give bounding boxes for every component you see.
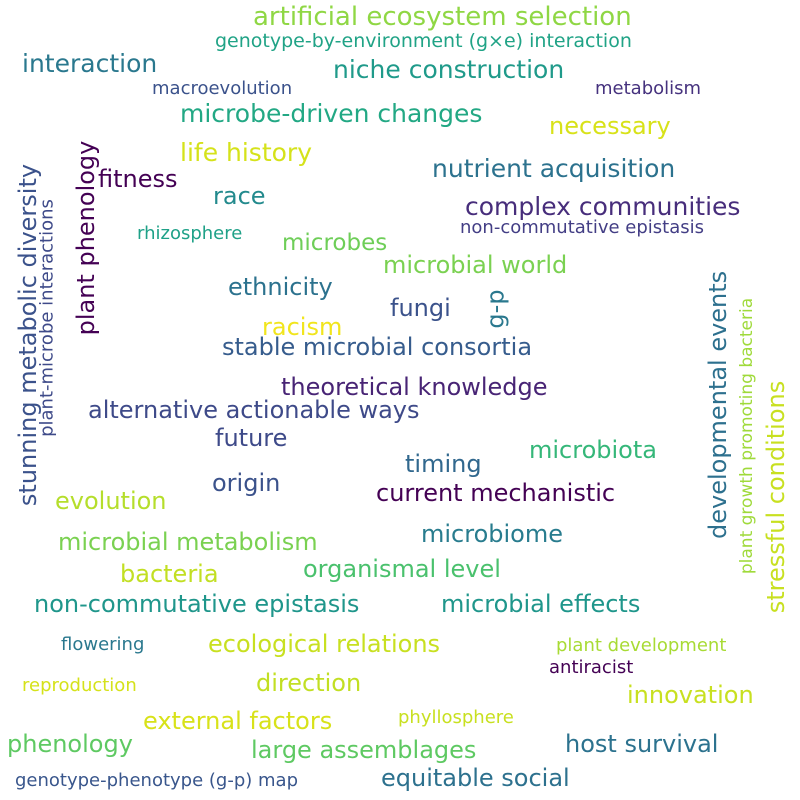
word: macroevolution: [152, 78, 293, 99]
word: ecological relations: [208, 630, 441, 658]
word: stable microbial consortia: [222, 333, 533, 361]
word: host survival: [565, 730, 719, 758]
word: microbe-driven changes: [180, 99, 483, 128]
word: antiracist: [549, 657, 634, 678]
word: microbiome: [421, 520, 563, 548]
word: microbiota: [529, 436, 657, 464]
word: plant growth promoting bacteria: [737, 297, 757, 575]
word: metabolism: [595, 78, 702, 99]
word: interaction: [22, 49, 158, 78]
word: ethnicity: [228, 273, 333, 301]
word: racism: [262, 313, 343, 341]
word: theoretical knowledge: [281, 373, 548, 401]
word: g-p: [481, 289, 510, 329]
word: alternative actionable ways: [88, 396, 420, 424]
word: developmental events: [704, 270, 732, 539]
word: microbial world: [383, 251, 568, 279]
word: nutrient acquisition: [432, 154, 676, 183]
word: microbial metabolism: [58, 528, 318, 556]
word: evolution: [55, 487, 167, 515]
word: microbial effects: [441, 590, 641, 618]
word: rhizosphere: [137, 223, 243, 244]
word: current mechanistic: [376, 479, 616, 507]
word: microbes: [282, 230, 388, 256]
word: phyllosphere: [398, 707, 514, 728]
word: non-commutative epistasis: [460, 217, 705, 238]
word: genotype-phenotype (g-p) map: [15, 770, 298, 791]
word: necessary: [549, 112, 671, 140]
word: origin: [212, 469, 281, 497]
word: timing: [405, 450, 482, 478]
word: large assemblages: [251, 736, 477, 764]
word: innovation: [627, 681, 754, 709]
word: reproduction: [22, 675, 137, 696]
word: life history: [180, 138, 313, 167]
word: external factors: [143, 707, 333, 735]
word: plant development: [556, 635, 727, 656]
word: direction: [256, 669, 362, 697]
word: future: [215, 424, 288, 452]
word: fungi: [390, 294, 451, 322]
word: flowering: [61, 634, 145, 655]
word: stressful conditions: [762, 380, 790, 614]
word: bacteria: [120, 560, 219, 588]
word: phenology: [7, 730, 133, 758]
word: fitness: [98, 165, 178, 193]
word: non-commutative epistasis: [34, 590, 360, 618]
word: niche construction: [333, 55, 565, 84]
word: plant-microbe interactions: [36, 199, 58, 437]
word: genotype-by-environment (g×e) interactio…: [215, 30, 632, 52]
word: plant phenology: [72, 140, 100, 336]
word: equitable social: [381, 764, 570, 792]
word: artificial ecosystem selection: [253, 2, 632, 32]
word: organismal level: [303, 555, 501, 583]
word: complex communities: [465, 192, 741, 221]
word: race: [213, 182, 266, 210]
